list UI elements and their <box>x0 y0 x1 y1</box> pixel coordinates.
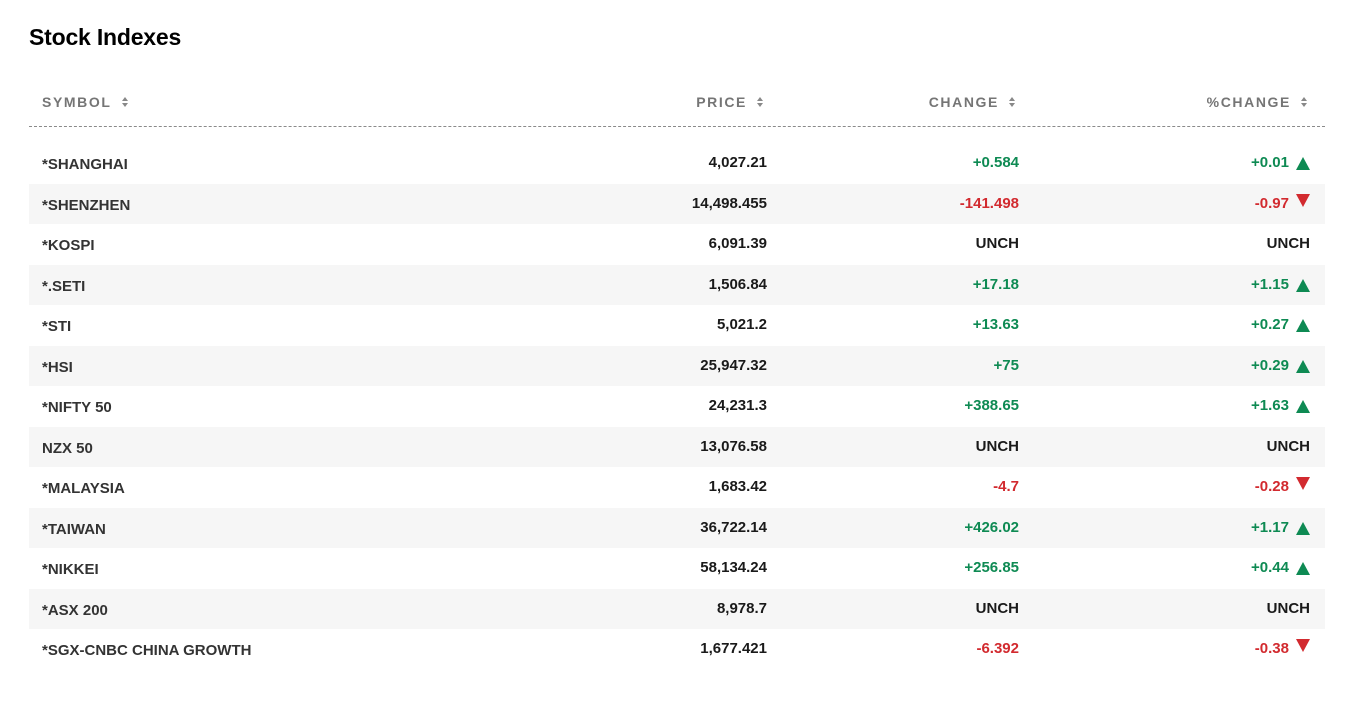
price-value: 24,231.3 <box>708 397 767 414</box>
change-value: +388.65 <box>964 397 1019 414</box>
symbol-link[interactable]: *SHANGHAI <box>42 156 128 173</box>
change-value: +75 <box>993 356 1019 374</box>
triangle-up-icon <box>1296 157 1310 170</box>
change-value: +256.85 <box>964 559 1019 576</box>
pct-change-value: UNCH <box>1266 437 1310 455</box>
pct-change-value: +1.15 <box>1251 275 1289 293</box>
column-header-label: SYMBOL <box>42 94 112 110</box>
price-value: 58,134.24 <box>700 559 767 576</box>
pct-change-value: +0.27 <box>1251 316 1289 333</box>
table-row[interactable]: *MALAYSIA 1,683.42 -4.7 -0.28 <box>29 467 1325 508</box>
triangle-up-icon <box>1296 359 1310 373</box>
sort-icon <box>121 97 128 107</box>
symbol-link[interactable]: *TAIWAN <box>42 520 106 538</box>
symbol-link[interactable]: *HSI <box>42 358 73 376</box>
symbol-link[interactable]: *KOSPI <box>42 237 95 254</box>
pct-change-value: +0.29 <box>1251 356 1289 374</box>
table-row[interactable]: *STI 5,021.2 +13.63 +0.27 <box>29 305 1325 346</box>
symbol-link[interactable]: *.SETI <box>42 277 86 295</box>
sort-icon <box>1009 97 1015 107</box>
triangle-up-icon <box>1296 400 1310 413</box>
change-value: +426.02 <box>964 518 1019 536</box>
price-value: 8,978.7 <box>716 599 767 617</box>
change-value: UNCH <box>975 599 1019 617</box>
price-value: 1,683.42 <box>708 478 767 495</box>
pct-change-value: +1.63 <box>1251 397 1289 414</box>
triangle-up-icon <box>1296 562 1310 575</box>
column-header-pct-change[interactable]: %CHANGE <box>1207 94 1307 110</box>
price-value: 1,506.84 <box>708 275 767 293</box>
price-value: 5,021.2 <box>716 316 767 333</box>
price-value: 36,722.14 <box>700 518 767 536</box>
change-value: -141.498 <box>959 194 1019 212</box>
triangle-up-icon <box>1296 521 1310 535</box>
price-value: 14,498.455 <box>691 194 767 212</box>
table-row[interactable]: *HSI 25,947.32 +75 +0.29 <box>29 345 1325 386</box>
change-value: +17.18 <box>972 275 1019 293</box>
triangle-down-icon <box>1296 477 1310 490</box>
triangle-up-icon <box>1296 278 1310 292</box>
section-title: Stock Indexes <box>29 24 182 50</box>
table-row[interactable]: *TAIWAN 36,722.14 +426.02 +1.17 <box>29 507 1325 548</box>
symbol-link[interactable]: *NIKKEI <box>42 561 99 578</box>
price-value: 1,677.421 <box>700 640 767 657</box>
pct-change-value: UNCH <box>1266 599 1310 617</box>
table-header: SYMBOL PRICE CHANGE %CHANGE <box>29 84 1325 127</box>
symbol-link[interactable]: NZX 50 <box>42 439 93 457</box>
pct-change-value: +0.01 <box>1251 154 1289 171</box>
pct-change-value: -0.97 <box>1254 194 1289 212</box>
change-value: +0.584 <box>972 154 1019 171</box>
pct-change-value: -0.38 <box>1254 640 1289 657</box>
price-value: 13,076.58 <box>700 437 767 455</box>
symbol-link[interactable]: *NIFTY 50 <box>42 399 112 416</box>
symbol-link[interactable]: *STI <box>42 318 72 335</box>
symbol-link[interactable]: *ASX 200 <box>42 601 108 619</box>
price-value: 6,091.39 <box>708 235 767 252</box>
pct-change-value: -0.28 <box>1254 478 1289 495</box>
symbol-link[interactable]: *MALAYSIA <box>42 480 125 497</box>
table-row[interactable]: *SGX-CNBC CHINA GROWTH 1,677.421 -6.392 -0.… <box>29 629 1325 670</box>
column-header-price[interactable]: PRICE <box>696 94 763 110</box>
sort-icon <box>757 97 763 107</box>
pct-change-value: +0.44 <box>1251 559 1289 576</box>
column-header-label: %CHANGE <box>1206 94 1291 110</box>
triangle-down-icon <box>1296 193 1310 207</box>
table-row[interactable]: *ASX 200 8,978.7 UNCH UNCH <box>29 588 1325 629</box>
column-header-label: PRICE <box>696 94 747 110</box>
sort-icon <box>1301 97 1307 107</box>
symbol-link[interactable]: *SHENZHEN <box>42 196 131 214</box>
price-value: 25,947.32 <box>700 356 767 374</box>
change-value: UNCH <box>975 437 1019 455</box>
table-row[interactable]: *KOSPI 6,091.39 UNCH UNCH <box>29 224 1325 265</box>
price-value: 4,027.21 <box>708 154 767 171</box>
table-row[interactable]: *SHANGHAI 4,027.21 +0.584 +0.01 <box>29 143 1325 184</box>
table-body: *SHANGHAI 4,027.21 +0.584 +0.01 *SHENZHEN 14,… <box>29 143 1325 670</box>
pct-change-value: UNCH <box>1266 235 1310 252</box>
table-row[interactable]: *.SETI 1,506.84 +17.18 +1.15 <box>29 264 1325 305</box>
table-row[interactable]: NZX 50 13,076.58 UNCH UNCH <box>29 426 1325 467</box>
triangle-up-icon <box>1296 319 1310 332</box>
change-value: +13.63 <box>972 316 1019 333</box>
column-header-symbol[interactable]: SYMBOL <box>42 94 128 110</box>
change-value: -6.392 <box>976 640 1019 657</box>
table-row[interactable]: *NIKKEI 58,134.24 +256.85 +0.44 <box>29 548 1325 589</box>
triangle-down-icon <box>1296 639 1310 652</box>
pct-change-value: +1.17 <box>1251 518 1289 536</box>
column-header-change[interactable]: CHANGE <box>929 94 1015 110</box>
table-row[interactable]: *SHENZHEN 14,498.455 -141.498 -0.97 <box>29 183 1325 224</box>
change-value: UNCH <box>975 235 1019 252</box>
change-value: -4.7 <box>993 478 1019 495</box>
symbol-link[interactable]: *SGX-CNBC CHINA GROWTH <box>42 642 252 659</box>
column-header-label: CHANGE <box>928 94 999 110</box>
table-row[interactable]: *NIFTY 50 24,231.3 +388.65 +1.63 <box>29 386 1325 427</box>
